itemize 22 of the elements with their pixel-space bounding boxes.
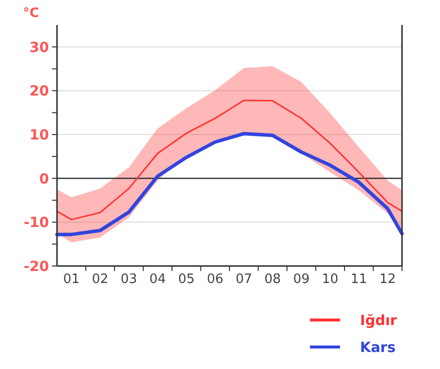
y-tick-label: -10 [24, 215, 50, 232]
x-tick-label: 10 [322, 272, 338, 287]
y-tick-label: 0 [39, 171, 50, 188]
x-tick-label: 12 [379, 272, 396, 287]
x-tick-label: 11 [350, 272, 368, 287]
x-tick-label: 06 [206, 272, 224, 287]
y-axis-title: °C [22, 6, 40, 21]
y-tick-label: 30 [30, 40, 50, 56]
legend-label: Kars [360, 340, 396, 356]
x-tick-label: 03 [120, 272, 138, 287]
y-tick-label: 20 [30, 84, 50, 100]
x-tick-label: 09 [293, 272, 310, 287]
x-tick-label: 05 [178, 272, 195, 287]
x-tick-label: 07 [236, 272, 252, 287]
x-tick-label: 08 [264, 272, 281, 287]
x-tick-label: 01 [63, 272, 80, 287]
y-tick-label: -20 [24, 258, 50, 275]
y-tick-label: 10 [30, 127, 50, 144]
line-series [55, 132, 404, 236]
x-tick-label: 04 [149, 272, 166, 287]
x-tick-label: 02 [92, 272, 108, 287]
legend-label: Iğdır [360, 312, 398, 329]
